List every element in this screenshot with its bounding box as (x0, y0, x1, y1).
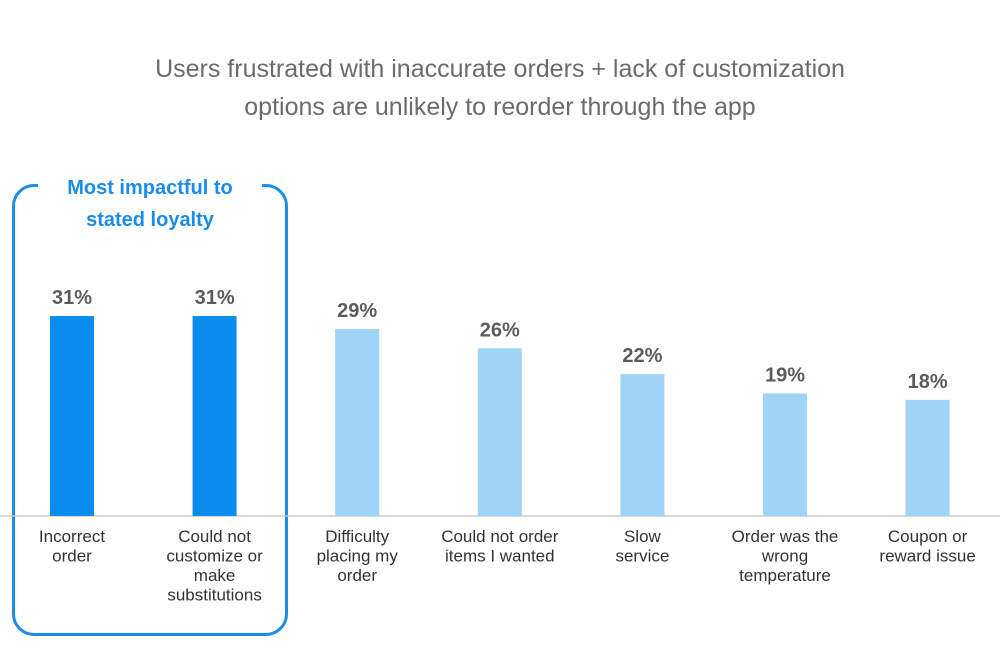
category-label-3-line-1: items I wanted (445, 547, 555, 566)
bar-0 (50, 316, 94, 516)
category-label-1-line-1: customize or (166, 547, 263, 566)
bar-6 (905, 399, 950, 516)
chart-title-line-1: Users frustrated with inaccurate orders … (155, 55, 845, 83)
chart-title-line-2: options are unlikely to reorder through … (244, 93, 756, 121)
highlight-label: Most impactful to stated loyalty (38, 172, 262, 236)
value-label-5: 19% (765, 364, 805, 386)
value-label-0: 31% (52, 287, 92, 309)
category-label-6-line-1: reward issue (879, 547, 975, 566)
category-label-5-line-1: wrong (761, 547, 808, 566)
category-label-4-line-1: service (615, 547, 669, 566)
category-label-1-line-2: make (194, 566, 236, 585)
value-label-2: 29% (337, 300, 377, 322)
value-label-1: 31% (195, 287, 235, 309)
category-label-4-line-0: Slow (624, 527, 662, 546)
highlight-label-line-2: stated loyalty (86, 209, 214, 231)
category-label-2-line-1: placing my (317, 547, 399, 566)
bar-1 (192, 316, 237, 516)
category-label-1-line-3: substitutions (167, 586, 262, 605)
bar-5 (763, 393, 807, 516)
value-label-3: 26% (480, 319, 520, 341)
category-label-0-line-1: order (52, 547, 92, 566)
category-label-0-line-0: Incorrect (39, 527, 105, 546)
bar-3 (477, 348, 522, 516)
bar-2 (335, 328, 380, 516)
highlight-label-line-1: Most impactful to (67, 177, 233, 199)
value-label-6: 18% (908, 371, 948, 393)
category-label-1-line-0: Could not (178, 527, 251, 546)
bar-4 (620, 374, 665, 516)
category-label-2-line-0: Difficulty (325, 527, 389, 546)
value-label-4: 22% (622, 345, 662, 367)
category-label-6-line-0: Coupon or (888, 527, 968, 546)
category-label-2-line-2: order (337, 566, 377, 585)
category-label-5-line-0: Order was the (732, 527, 839, 546)
chart-title: Users frustrated with inaccurate orders … (0, 50, 1000, 126)
category-label-3-line-0: Could not order (441, 527, 559, 546)
category-label-5-line-2: temperature (739, 566, 831, 585)
